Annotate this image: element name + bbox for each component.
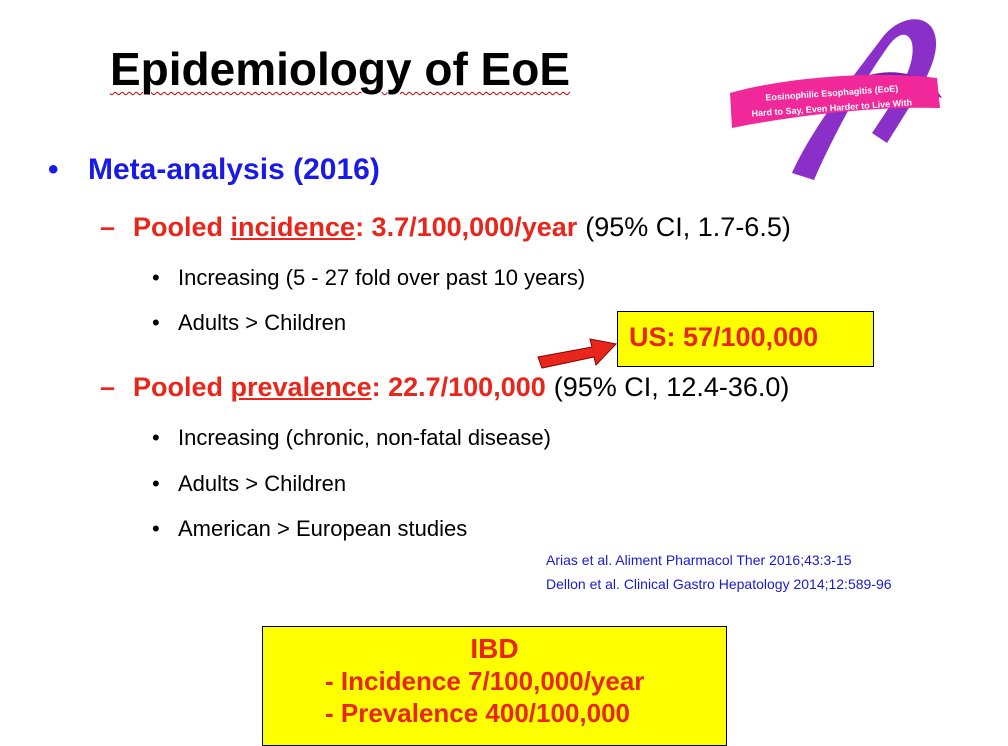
item-text: Adults > Children — [178, 471, 347, 496]
sub-sub-bullet: • Increasing (5 - 27 fold over past 10 ye… — [152, 265, 586, 290]
note: (95% CI, 1.7-6.5) — [585, 212, 791, 242]
bullet-text: Meta-analysis (2016) — [88, 153, 380, 186]
sub-bullet: – Pooled incidence: 3.7/100,000/year (95% … — [100, 212, 791, 242]
sub-bullet: – Pooled prevalence: 22.7/100,000 (95% CI,… — [100, 372, 790, 402]
label-underlined: incidence — [230, 212, 356, 242]
label: : 3.7/100,000/year — [355, 212, 578, 242]
citation: Arias et al. Aliment Pharmacol Ther 2016… — [546, 552, 852, 568]
slide: {"title": "Epidemiology of EoE", "ribbon… — [48, 19, 942, 746]
citation: Dellon et al. Clinical Gastro Hepatology… — [546, 576, 892, 592]
label: Pooled — [133, 212, 231, 242]
bullet: • Meta-analysis (2016) — [48, 153, 380, 186]
ribbon-loop — [792, 19, 937, 180]
note: (95% CI, 12.4-36.0) — [553, 372, 790, 402]
sub-sub-bullet: • Increasing (chronic, non-fatal disease) — [152, 425, 551, 450]
sub-sub-bullet: • Adults > Children — [152, 310, 347, 335]
callout-text: US: 57/100,000 — [629, 322, 819, 352]
ibd-line: - Prevalence 400/100,000 — [325, 698, 631, 728]
item-text: Adults > Children — [178, 310, 347, 335]
ibd-box: IBD - Incidence 7/100,000/year - Prevale… — [262, 626, 727, 746]
sub-sub-bullet: • Adults > Children — [152, 471, 347, 496]
slide-title: Epidemiology of EoE — [110, 42, 570, 96]
sub-sub-bullet: • American > European studies — [152, 516, 468, 541]
label: : 22.7/100,000 — [371, 372, 546, 402]
callout: US: 57/100,000 — [617, 311, 874, 367]
arrow-shape — [537, 338, 617, 369]
ribbon-band — [730, 74, 940, 128]
arrow — [537, 338, 617, 369]
ribbon-logo: Eosinophilic Esophagitis (EoE) Hard to S… — [730, 19, 942, 180]
label: Pooled — [133, 372, 231, 402]
item-text: Increasing (chronic, non-fatal disease) — [178, 425, 551, 450]
title-text: Epidemiology of EoE — [110, 43, 571, 95]
label-underlined: prevalence — [230, 372, 372, 402]
ibd-title: IBD — [470, 633, 519, 664]
item-text: Increasing (5 - 27 fold over past 10 yea… — [178, 265, 586, 290]
item-text: American > European studies — [178, 516, 468, 541]
ibd-line: - Incidence 7/100,000/year — [325, 666, 645, 696]
